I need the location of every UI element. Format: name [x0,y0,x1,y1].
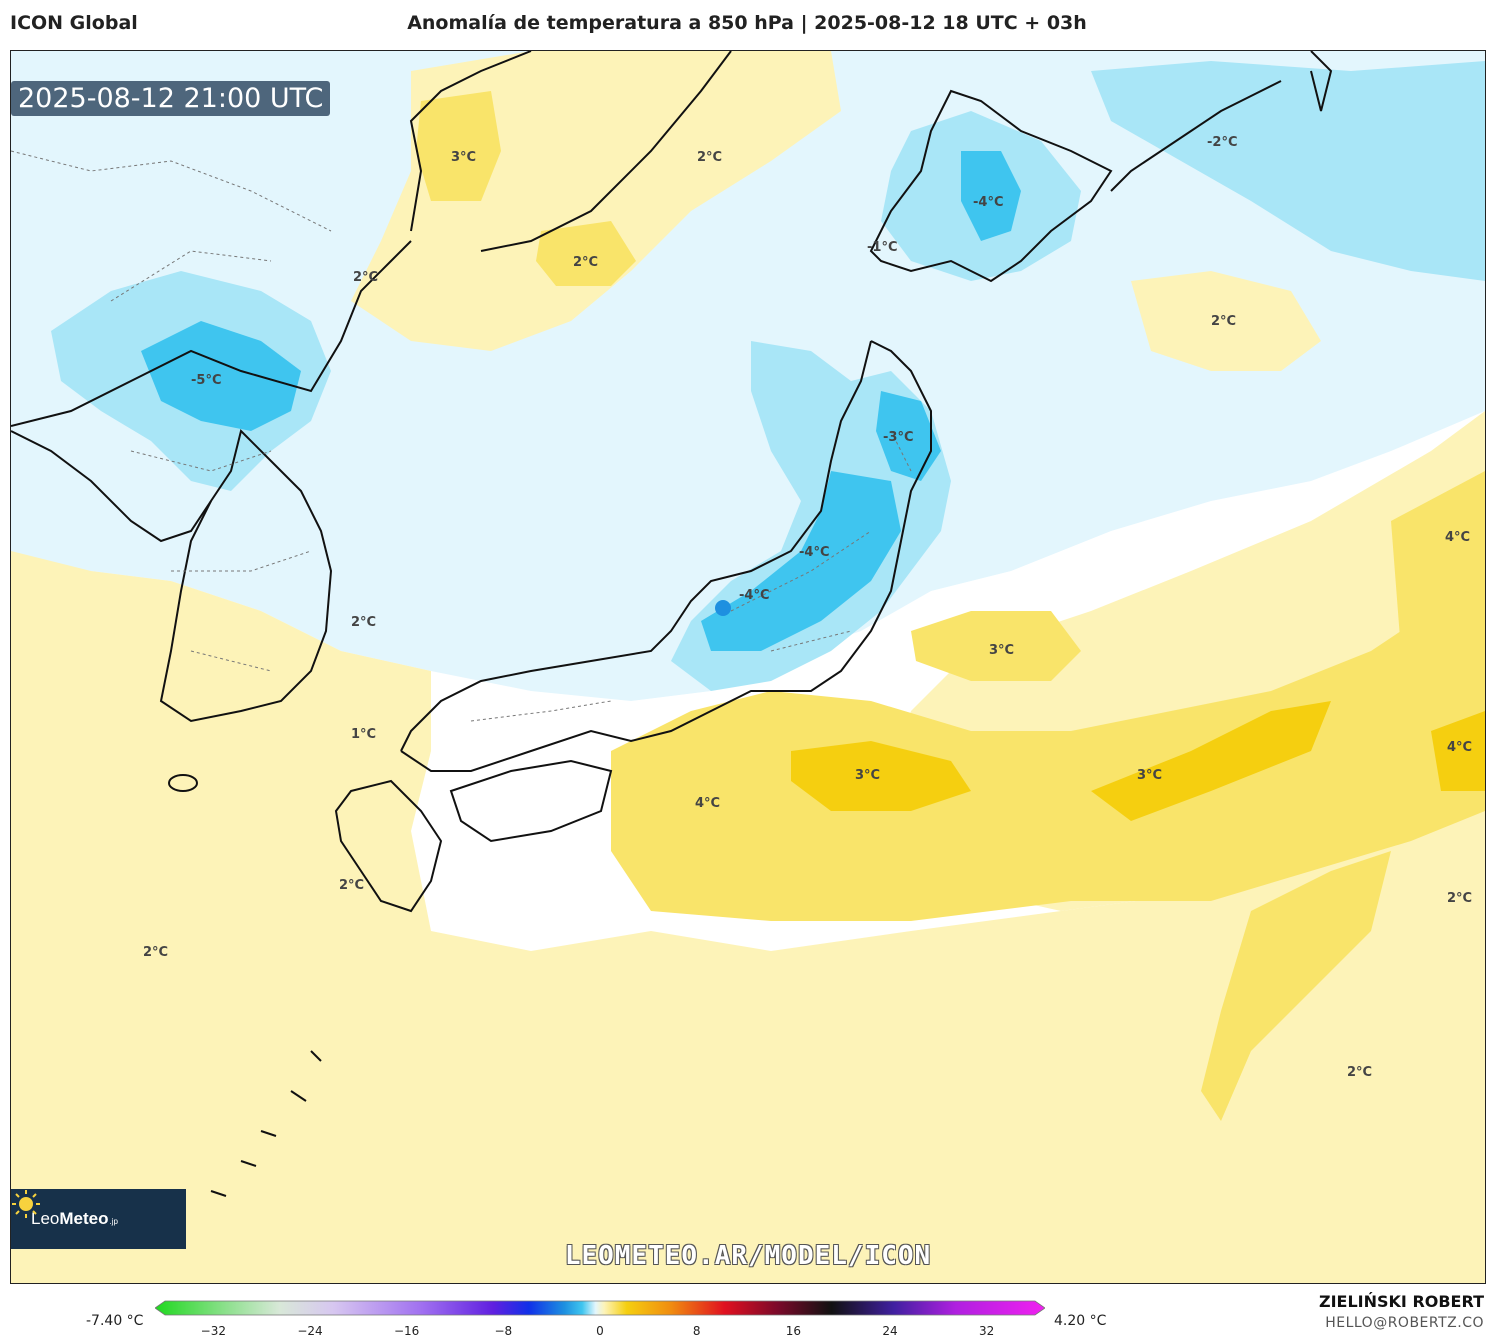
coastline-honshu [400,340,932,772]
map-panel: 3°C 2°C 2°C 2°C -5°C -4°C -1°C -2°C 2°C … [10,50,1486,1284]
island-jeju [168,774,198,792]
coastline-china [11,51,532,543]
color-scale-tick-label: −8 [494,1324,513,1338]
author-email: HELLO@ROBERTZ.CO [1325,1315,1484,1331]
color-scale-tick-label: 0 [596,1324,604,1338]
contour-label: 4°C [1447,740,1472,755]
color-scale-tick-label: −24 [297,1324,323,1338]
warm-area-strong-far-east [1431,711,1485,791]
warm-area-mid-south-band [1201,851,1391,1121]
warm-area-light-pacific-ne [1131,271,1321,371]
color-scale-tick-label: −32 [200,1324,226,1338]
coastline-hokkaido [869,89,1113,283]
valid-time-badge: 2025-08-12 21:00 UTC [11,81,331,116]
coastline-kyushu [334,779,443,913]
cold-area-strong-hokkaido [961,151,1021,241]
legend-min-label: -7.40 °C [86,1313,144,1329]
color-scale-tick-label: 24 [882,1324,898,1338]
chart-title: Anomalía de temperatura a 850 hPa | 2025… [407,12,1087,34]
contour-label: 2°C [1447,891,1472,906]
contour-label: 3°C [855,768,880,783]
contour-label: 2°C [573,255,598,270]
contour-label: 2°C [1211,314,1236,329]
logo-text: LeoMeteo.jp [31,1209,118,1228]
contour-label: 2°C [339,878,364,893]
contour-label: -1°C [867,240,897,255]
admin-borders [11,150,912,722]
color-scale-tick-label: 8 [692,1324,701,1338]
contour-label: -4°C [799,545,829,560]
anomaly-map: 3°C 2°C 2°C 2°C -5°C -4°C -1°C -2°C 2°C … [11,51,1485,1283]
contour-label: 4°C [1445,530,1470,545]
cold-area-core [715,600,731,616]
coastline-shikoku [449,759,613,843]
contour-label: 3°C [451,150,476,165]
model-name: ICON Global [10,12,138,34]
warm-area-mid-east [1391,471,1485,751]
warm-area-strong-east [1091,701,1331,821]
contour-label: -4°C [739,588,769,603]
cold-area-mid-northeast [1091,61,1485,281]
contour-label: 2°C [351,615,376,630]
warm-area-mid-central-pacific [611,571,1485,921]
legend-max-label: 4.20 °C [1054,1313,1107,1329]
contour-label: -3°C [883,430,913,445]
source-watermark: LEOMETEO.AR/MODEL/ICON [564,1241,932,1271]
contour-label: -4°C [973,195,1003,210]
leometeo-logo: LeoMeteo.jp [11,1189,186,1249]
warm-area-mid-north [416,91,501,201]
contour-label: 2°C [143,945,168,960]
island-chain-kuril [1110,80,1282,192]
contour-label: 3°C [989,643,1014,658]
warm-area-mid-japan-sea [536,221,636,286]
cold-area-strong-tohoku [876,391,941,481]
cold-area-strong-honshu [701,471,901,651]
author-name: ZIELIŃSKI ROBERT [1318,1292,1484,1311]
coastline-korea [11,240,412,723]
warm-area-strong-central [791,741,971,811]
contour-label: 2°C [353,270,378,285]
color-scale-bar [155,1300,1045,1316]
contour-label: 4°C [695,796,720,811]
color-scale-tick-label: 32 [979,1324,995,1338]
coastline-russia [480,51,732,252]
contour-label: 2°C [1347,1065,1372,1080]
warm-area-light-yellow-sea [11,551,1485,1283]
contour-label: 1°C [351,727,376,742]
warm-area-mid-pacific-patch [911,611,1081,681]
contour-label: 3°C [1137,768,1162,783]
cold-area-strong-korea [141,321,301,431]
cold-area-light-north [11,51,1485,701]
coastline-sakhalin [1310,51,1333,112]
sun-icon [12,1190,40,1218]
color-scale-tick-label: −16 [393,1324,420,1338]
color-scale-tick-label: 16 [785,1324,801,1338]
contour-label: 2°C [697,150,722,165]
contour-label: -2°C [1207,135,1237,150]
contour-label: -5°C [191,373,221,388]
island-chain-ryukyu [160,1050,322,1217]
